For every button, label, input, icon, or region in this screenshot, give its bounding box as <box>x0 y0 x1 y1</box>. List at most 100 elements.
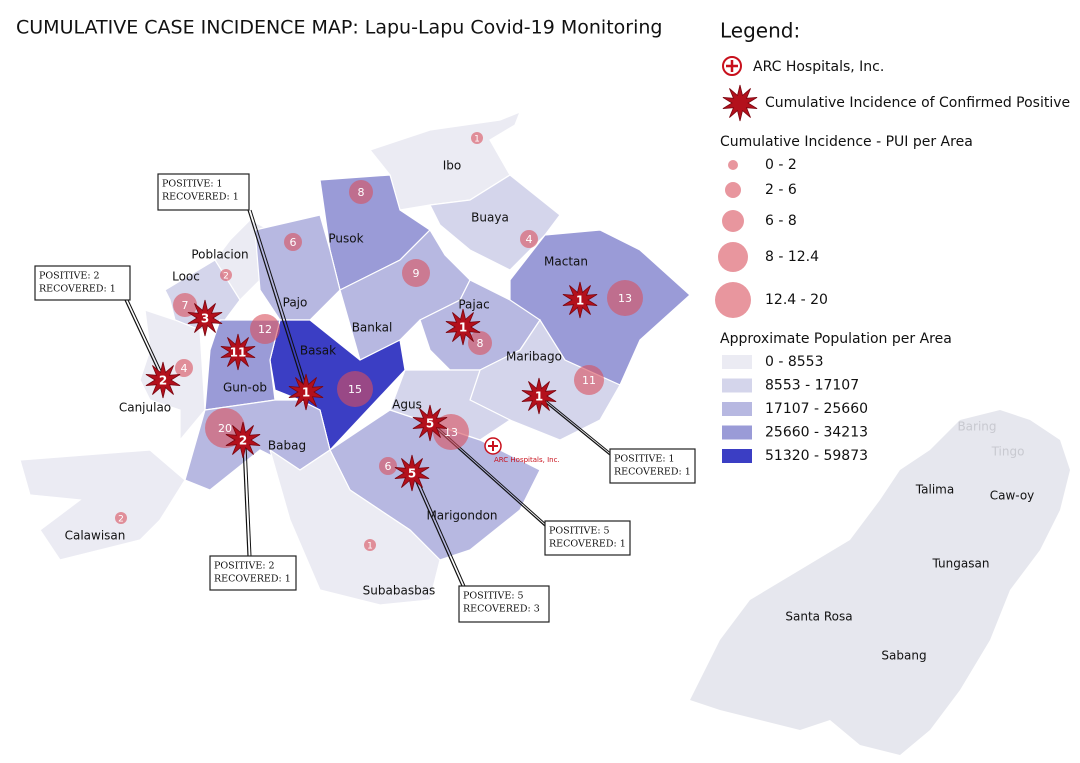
pui-circle <box>115 512 127 524</box>
pui-circle <box>349 180 373 204</box>
map-title: CUMULATIVE CASE INCIDENCE MAP: Lapu-Lapu… <box>16 17 662 39</box>
pui-circle <box>520 230 538 248</box>
pui-count: 9 <box>413 267 420 280</box>
area-label: Bankal <box>352 321 393 335</box>
callout-text: RECOVERED: 1 <box>39 284 116 295</box>
callout-text: RECOVERED: 1 <box>549 539 626 550</box>
legend-pui-circle <box>718 242 748 272</box>
legend-pop-swatch <box>722 449 752 463</box>
other-area-label: Santa Rosa <box>785 610 852 624</box>
pui-count: 20 <box>218 422 232 435</box>
legend-pop-swatch <box>722 402 752 416</box>
pui-count: 11 <box>582 374 596 387</box>
callout-box <box>458 585 550 623</box>
callout-text: RECOVERED: 1 <box>614 467 691 478</box>
pui-count: 13 <box>618 292 632 305</box>
pui-count: 2 <box>223 272 229 282</box>
callout-leader <box>412 474 463 587</box>
callout-leader <box>127 299 164 376</box>
callout-box <box>209 555 297 591</box>
callout-text: POSITIVE: 5 <box>463 591 524 602</box>
callout-leader <box>542 397 614 456</box>
positive-star <box>288 373 324 411</box>
positive-star <box>220 333 256 371</box>
legend-pui-circle <box>722 210 744 232</box>
callout-box <box>544 520 631 556</box>
legend-pui-label: 12.4 - 20 <box>765 292 828 308</box>
legend-pui-label: 8 - 12.4 <box>765 249 819 265</box>
legend-hospital: ARC Hospitals, Inc. <box>753 59 884 75</box>
pui-count: 6 <box>290 236 297 249</box>
callout-text: POSITIVE: 1 <box>162 179 223 190</box>
callout-text: POSITIVE: 1 <box>614 454 675 465</box>
area-label: Calawisan <box>65 529 126 543</box>
positive-star <box>521 377 557 415</box>
area-shape <box>19 449 186 561</box>
area-label: Looc <box>172 270 200 284</box>
callout-text: RECOVERED: 1 <box>214 574 291 585</box>
area-label: Pajo <box>283 296 308 310</box>
pui-legend-title: Cumulative Incidence - PUI per Area <box>720 134 973 150</box>
callout-box <box>157 173 250 211</box>
area-label: Pusok <box>328 232 363 246</box>
legend-pui-circle <box>725 182 741 198</box>
other-area-label: Tingo <box>991 445 1025 459</box>
positive-star <box>394 454 430 492</box>
pui-circle <box>175 359 193 377</box>
pui-count: 4 <box>181 362 188 375</box>
positive-count: 1 <box>576 294 584 308</box>
pui-circle <box>284 233 302 251</box>
callout-leader <box>242 444 249 557</box>
positive-star <box>145 361 181 399</box>
pui-circle <box>337 371 373 407</box>
pui-circle <box>250 314 280 344</box>
pui-circle <box>220 269 232 281</box>
positive-count: 11 <box>230 346 247 360</box>
area-shape <box>268 448 441 606</box>
pop-legend-title: Approximate Population per Area <box>720 331 952 347</box>
callout-text: RECOVERED: 1 <box>162 192 239 203</box>
callout-text: POSITIVE: 2 <box>39 271 100 282</box>
pui-count: 15 <box>348 383 362 396</box>
callout-leader <box>250 209 307 386</box>
area-label: Mactan <box>544 255 588 269</box>
area-label: Babag <box>268 439 306 453</box>
legend-pui-circle <box>715 282 751 318</box>
area-label: Marigondon <box>426 509 497 523</box>
positive-star <box>187 299 223 337</box>
legend-pop-label: 51320 - 59873 <box>765 448 868 464</box>
pui-count: 12 <box>258 323 272 336</box>
positive-star <box>562 281 598 319</box>
pui-circle <box>471 132 483 144</box>
positive-count: 2 <box>159 374 167 388</box>
pui-count: 13 <box>444 426 458 439</box>
legend-pop-label: 0 - 8553 <box>765 354 824 370</box>
positive-count: 1 <box>459 321 467 335</box>
callout-box <box>34 265 131 301</box>
legend-pui-label: 2 - 6 <box>765 182 797 198</box>
hospital-label: ARC Hospitals, Inc. <box>494 456 560 464</box>
positive-count: 3 <box>201 312 209 326</box>
callout-leader <box>124 299 161 376</box>
area-label: Buaya <box>471 211 509 225</box>
pui-count: 8 <box>358 186 365 199</box>
area-label: Gun-ob <box>223 381 267 395</box>
legend-pui-circle <box>728 160 738 170</box>
legend-pui-label: 6 - 8 <box>765 213 797 229</box>
pui-circle <box>607 280 643 316</box>
pui-count: 4 <box>526 233 533 246</box>
legend-pop-label: 25660 - 34213 <box>765 425 868 441</box>
legend-star: Cumulative Incidence of Confirmed Positi… <box>765 95 1070 111</box>
hospital-cross <box>488 441 498 451</box>
callout-leader <box>539 397 611 456</box>
pui-count: 8 <box>477 337 484 350</box>
legend-pop-label: 17107 - 25660 <box>765 401 868 417</box>
positive-star <box>412 404 448 442</box>
pui-circle <box>379 457 397 475</box>
legend-title: Legend: <box>720 19 800 43</box>
positive-count: 2 <box>239 434 247 448</box>
legend-pop-swatch <box>722 425 752 440</box>
other-area-label: Baring <box>957 420 996 434</box>
area-label: Maribago <box>506 350 562 364</box>
